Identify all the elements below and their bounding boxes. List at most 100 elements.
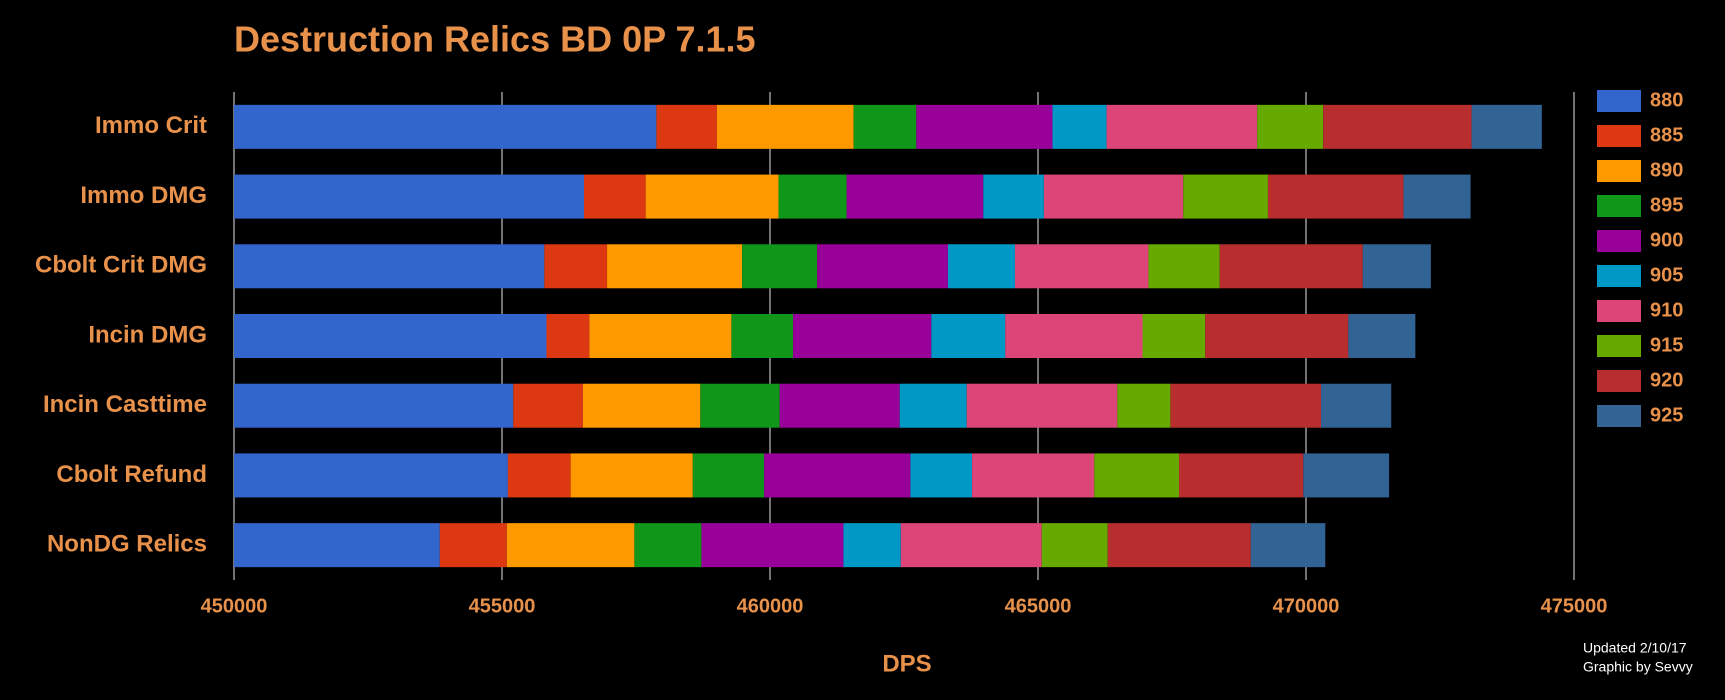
bar-segment <box>234 104 657 149</box>
bar-segment <box>1005 314 1143 358</box>
legend-swatch <box>1597 370 1641 392</box>
legend-label: 885 <box>1650 124 1683 146</box>
bar-segment <box>584 174 646 219</box>
legend-label: 890 <box>1650 159 1683 181</box>
bar-segment <box>916 104 1053 149</box>
legend-swatch <box>1597 405 1641 427</box>
legend-label: 910 <box>1650 299 1683 321</box>
legend-swatch <box>1597 195 1641 217</box>
bar-segment <box>1250 523 1326 568</box>
y-tick-label: NonDG Relics <box>47 530 207 557</box>
bar-segment <box>634 523 702 568</box>
bar-segment <box>234 453 508 498</box>
legend-label: 905 <box>1650 264 1683 286</box>
bar-segment <box>966 383 1118 428</box>
bar-segment <box>1362 244 1431 289</box>
legend-label: 925 <box>1650 404 1683 426</box>
legend-swatch <box>1597 90 1641 112</box>
bar-segment <box>1170 383 1322 428</box>
bar-segment <box>900 523 1042 568</box>
bar-segment <box>972 453 1095 498</box>
chart-title: Destruction Relics BD 0P 7.1.5 <box>234 19 756 60</box>
x-axis-label: DPS <box>882 650 931 677</box>
bar-segment <box>1107 523 1251 568</box>
bar-segment <box>793 314 932 358</box>
bar-segment <box>607 244 743 289</box>
bar-segment <box>1178 453 1304 498</box>
bar-segment <box>656 104 717 149</box>
legend-label: 895 <box>1650 194 1683 216</box>
bar-segment <box>1106 104 1258 149</box>
legend-swatch <box>1597 160 1641 182</box>
bar-segment <box>234 174 585 219</box>
bar-segment <box>1094 453 1179 498</box>
bar-segment <box>234 314 547 358</box>
bar-segment <box>439 523 507 568</box>
legend-label: 915 <box>1650 334 1683 356</box>
y-tick-label: Incin DMG <box>88 321 207 348</box>
legend-label: 900 <box>1650 229 1683 251</box>
x-tick-label: 470000 <box>1273 595 1340 617</box>
bar-segment <box>692 453 765 498</box>
bar-segment <box>910 453 973 498</box>
bar-segment <box>1321 383 1392 428</box>
legend-swatch <box>1597 230 1641 252</box>
bar-segment <box>513 383 583 428</box>
legend-label: 880 <box>1650 89 1683 111</box>
bar-segment <box>899 383 967 428</box>
bar-segment <box>764 453 911 498</box>
bar-segment <box>1205 314 1349 358</box>
y-tick-label: Cbolt Crit DMG <box>35 252 207 279</box>
bar-segment <box>779 383 900 428</box>
bar-segment <box>1043 174 1184 219</box>
y-tick-label: Immo DMG <box>80 182 207 209</box>
bar-segment <box>645 174 779 219</box>
legend-swatch <box>1597 300 1641 322</box>
bar-segment <box>1348 314 1416 358</box>
legend-label: 920 <box>1650 369 1683 391</box>
bar-segment <box>1471 104 1542 149</box>
legend-swatch <box>1597 125 1641 147</box>
bar-segment <box>506 523 635 568</box>
bar-segment <box>846 174 984 219</box>
bar-segment <box>853 104 917 149</box>
bar-segment <box>1303 453 1390 498</box>
y-tick-label: Incin Casttime <box>43 391 207 418</box>
bar-segment <box>234 523 440 568</box>
bar-segment <box>546 314 590 358</box>
x-tick-label: 465000 <box>1005 595 1072 617</box>
bar-segment <box>1267 174 1404 219</box>
bar-segment <box>234 244 545 289</box>
bar-segment <box>1219 244 1363 289</box>
note: Updated 2/10/17 <box>1583 640 1687 656</box>
legend-swatch <box>1597 335 1641 357</box>
bar-segment <box>742 244 818 289</box>
bar-segment <box>947 244 1015 289</box>
bar-segment <box>544 244 608 289</box>
bar-segment <box>778 174 847 219</box>
bar-segment <box>700 383 780 428</box>
y-tick-label: Immo Crit <box>95 112 207 139</box>
bar-segment <box>1323 104 1472 149</box>
bar-segment <box>1148 244 1220 289</box>
x-tick-label: 455000 <box>469 595 536 617</box>
bar-segment <box>1117 383 1171 428</box>
bar-segment <box>234 383 514 428</box>
y-tick-label: Cbolt Refund <box>56 461 207 488</box>
bar-segment <box>1052 104 1107 149</box>
x-tick-label: 475000 <box>1541 595 1608 617</box>
bar-segment <box>843 523 901 568</box>
bar-segment <box>1014 244 1149 289</box>
note: Graphic by Sevvy <box>1583 659 1693 675</box>
bar-segment <box>701 523 844 568</box>
bar-segment <box>931 314 1006 358</box>
bar-segment <box>983 174 1044 219</box>
legend-swatch <box>1597 265 1641 287</box>
bar-segment <box>507 453 571 498</box>
x-tick-label: 450000 <box>201 595 268 617</box>
bar-segment <box>731 314 794 358</box>
bar-segment <box>1183 174 1268 219</box>
bar-segment <box>1403 174 1471 219</box>
